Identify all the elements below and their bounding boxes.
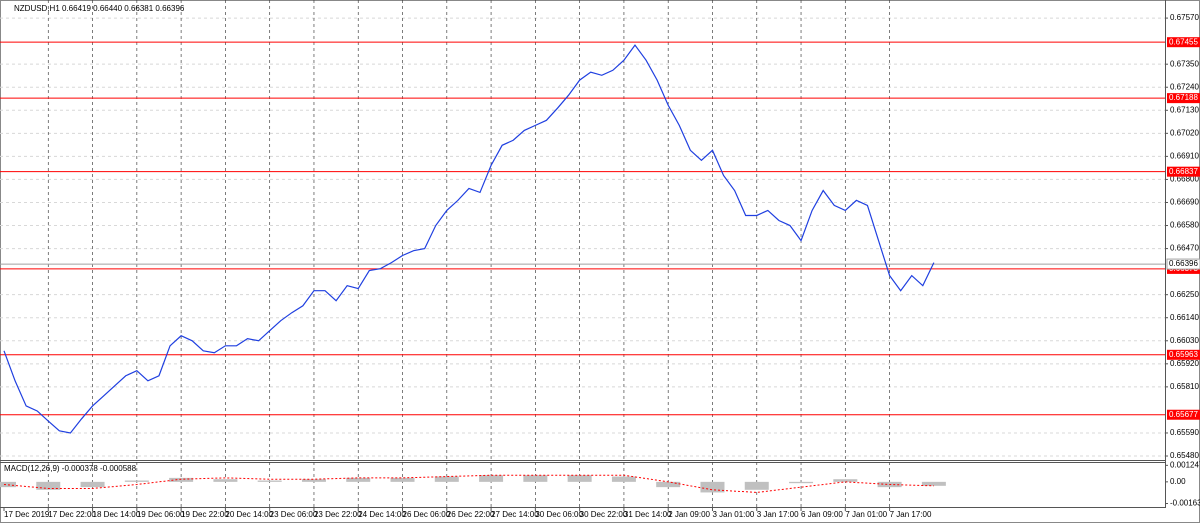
x-tick-label: 23 Dec 06:00 [270,510,318,519]
last-price-box [1166,258,1200,270]
x-tick-label: 23 Dec 22:00 [314,510,362,519]
y-tick-label: 0.66250 [1170,290,1199,299]
x-tick-label: 19 Dec 22:00 [181,510,229,519]
macd-bar [700,481,725,493]
level-label: 0.65677 [1169,410,1198,419]
x-tick-label: 30 Dec 06:00 [535,510,583,519]
signal-line [3,474,934,493]
macd-bar [523,475,548,482]
y-tick-label: 0.65920 [1170,359,1199,368]
macd-bar [80,481,105,488]
level-label-box [1167,409,1200,420]
y-tick-label: 0.66580 [1170,221,1199,230]
level-label-box [1167,37,1200,48]
x-tick-label: 3 Jan 17:00 [757,510,799,519]
y-tick-label: 0.65480 [1170,451,1199,460]
macd-bar [434,476,459,482]
x-tick-label: 7 Jan 17:00 [890,510,932,519]
macd-bar [479,475,504,482]
y-tick-label: 0.66800 [1170,175,1199,184]
x-tick-label: 26 Dec 06:00 [403,510,451,519]
macd-bar [789,481,814,484]
y-tick-label: 0.001247 [1170,460,1200,469]
macd-bar [124,480,149,482]
level-label-box [1167,166,1200,177]
y-tick-label: 0.66470 [1170,244,1199,253]
x-tick-label: 24 Dec 14:00 [358,510,406,519]
y-tick-label: 0.66140 [1170,313,1199,322]
x-tick-label: 20 Dec 14:00 [225,510,273,519]
x-tick-label: 19 Dec 06:00 [137,510,185,519]
x-tick-label: 17 Dec 22:00 [48,510,96,519]
x-tick-label: 27 Dec 14:00 [491,510,539,519]
macd-bar [744,481,769,490]
y-tick-label: 0.66030 [1170,336,1199,345]
x-tick-label: 6 Jan 09:00 [801,510,843,519]
y-tick-label: 0.67570 [1170,13,1199,22]
x-tick-label: 7 Jan 01:00 [845,510,887,519]
macd-bar [301,479,326,482]
level-label: 0.66837 [1169,167,1198,176]
x-tick-label: 31 Dec 14:00 [624,510,672,519]
macd-title: MACD(12,26,9) -0.000378 -0.000588 [4,464,137,473]
macd-bar [257,480,282,482]
level-label: 0.67455 [1169,37,1198,46]
y-tick-label: 0.66690 [1170,198,1199,207]
macd-bar [213,479,238,482]
last-price-label: 0.66396 [1169,259,1198,268]
y-tick-label: 0.66910 [1170,151,1199,160]
level-label-box [1167,349,1200,360]
x-tick-label: 26 Dec 22:00 [447,510,495,519]
level-label: 0.67188 [1169,93,1198,102]
macd-bar [346,477,371,482]
macd-bar [169,477,194,482]
level-label-box [1167,93,1200,104]
y-tick-label: 0.65810 [1170,382,1199,391]
macd-bar [656,481,681,488]
chart-title: NZDUSD,H1 0.66419 0.66440 0.66381 0.6639… [14,4,185,13]
y-tick-label: 0.67020 [1170,128,1199,137]
y-tick-label: 0.67240 [1170,82,1199,91]
macd-bar [611,476,636,482]
x-tick-label: 2 Jan 09:00 [668,510,710,519]
price-line [3,44,935,434]
y-tick-label: 0.67350 [1170,59,1199,68]
y-tick-label: 0.67130 [1170,105,1199,114]
macd-bar [921,481,946,486]
macd-bar [567,475,592,482]
x-tick-label: 3 Jan 01:00 [712,510,754,519]
macd-bar [36,481,61,490]
y-tick-label: 0.65590 [1170,428,1199,437]
level-label: 0.65963 [1169,350,1198,359]
y-tick-label: -0.001637 [1170,499,1200,508]
macd-bar [833,479,858,482]
x-tick-label: 17 Dec 2019 [4,510,50,519]
macd-bar [390,477,415,482]
macd-bar [0,481,16,488]
x-tick-label: 30 Dec 22:00 [580,510,628,519]
x-tick-label: 18 Dec 14:00 [93,510,141,519]
y-tick-label: 0.00 [1170,477,1186,486]
